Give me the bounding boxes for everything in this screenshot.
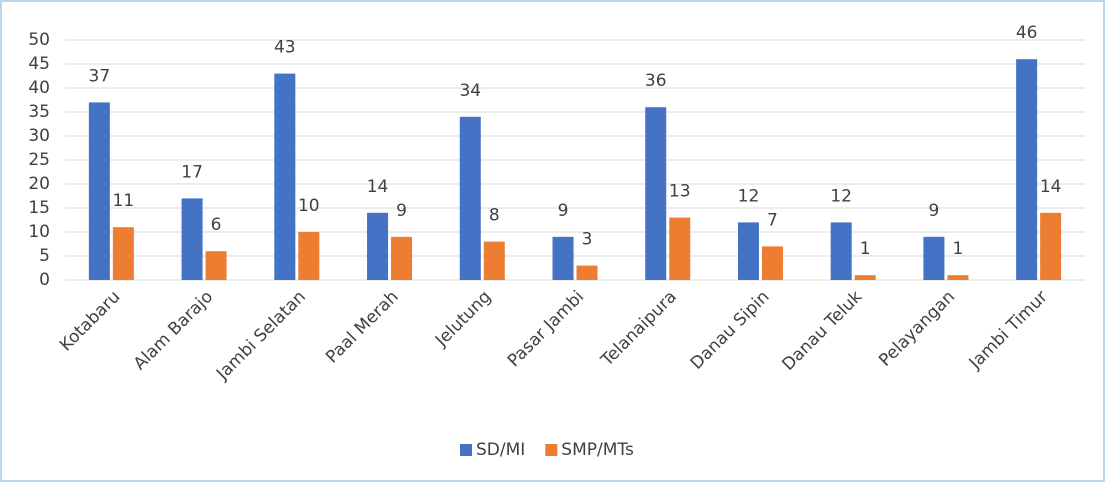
data-label: 1 [952,239,963,259]
bar [367,212,389,280]
bar [669,217,691,280]
legend-label: SD/MI [476,440,525,460]
y-tick-label: 20 [28,174,50,194]
y-tick-label: 30 [28,126,50,146]
bar [645,107,667,280]
bar [391,236,413,280]
data-label: 46 [1016,23,1038,43]
data-label: 9 [558,201,569,221]
bar [298,232,320,280]
bar [1040,212,1062,280]
y-tick-label: 45 [28,54,50,74]
data-label: 34 [459,81,481,101]
bar [88,102,110,281]
data-label: 9 [928,201,939,221]
y-tick-label: 35 [28,102,50,122]
data-label: 12 [830,186,852,206]
bar [274,73,296,280]
y-tick-label: 10 [28,222,50,242]
data-label: 3 [582,230,593,250]
data-label: 14 [367,177,389,197]
bar [923,236,945,280]
bar [761,246,783,280]
bar [830,222,852,280]
y-tick-label: 40 [28,78,50,98]
data-label: 37 [89,66,111,86]
y-tick-label: 15 [28,198,50,218]
bar [576,265,598,280]
data-label: 12 [738,186,760,206]
legend-swatch [460,444,472,456]
y-tick-label: 25 [28,150,50,170]
data-label: 6 [211,215,222,235]
data-label: 36 [645,71,667,91]
data-label: 14 [1040,177,1062,197]
data-label: 17 [181,162,203,182]
bar [947,275,969,280]
bar [112,227,134,280]
y-tick-label: 0 [39,270,50,290]
data-label: 7 [767,210,778,230]
data-label: 10 [298,196,320,216]
y-tick-label: 50 [28,30,50,50]
bar [1016,59,1038,281]
bar [552,236,574,280]
bar [737,222,759,280]
data-label: 13 [669,182,691,202]
bar [459,116,481,280]
bar [205,251,227,280]
legend-swatch [545,444,558,456]
y-tick-label: 5 [39,246,50,266]
bar [181,198,203,280]
data-label: 11 [113,191,135,211]
legend-label: SMP/MTs [561,440,634,460]
data-label: 8 [489,206,500,226]
bar [854,275,876,280]
data-label: 1 [860,239,871,259]
data-label: 43 [274,38,296,58]
bar [483,241,505,280]
data-label: 9 [396,201,407,221]
